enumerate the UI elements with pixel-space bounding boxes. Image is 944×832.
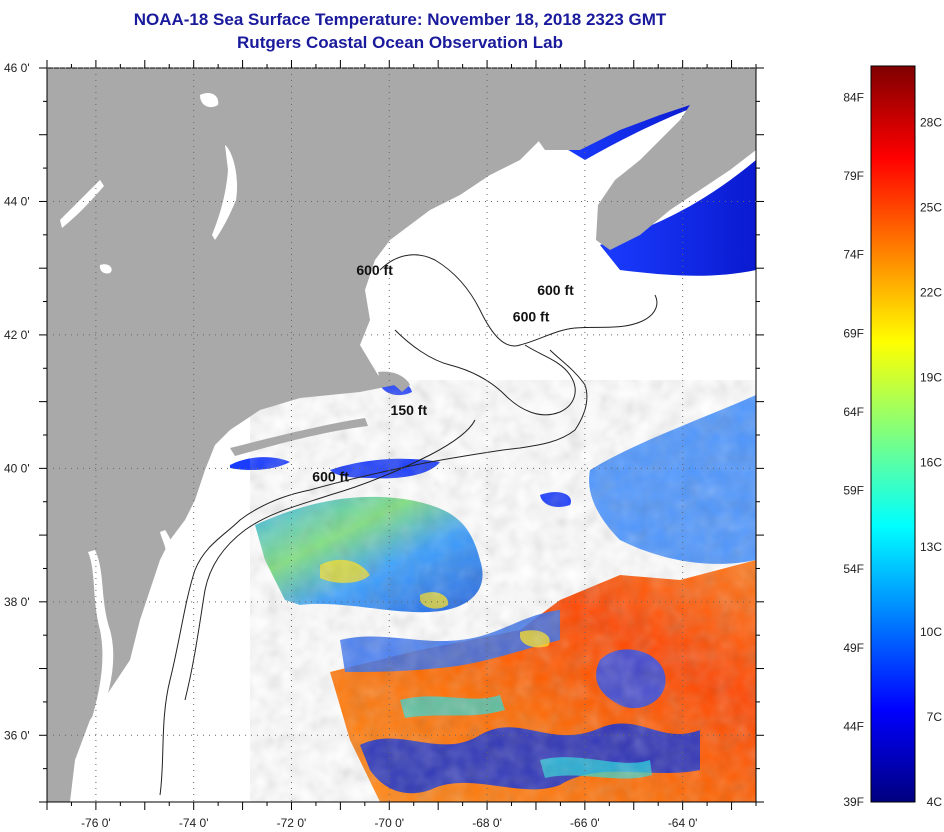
colorbar-f-label: 49F [843,641,864,655]
lat-tick-label: 44 0' [4,194,30,208]
map-subtitle: Rutgers Coastal Ocean Observation Lab [237,33,563,52]
axis-ticks: 46 0' 44 0' 42 0' 40 0' 38 0' 36 0' -76 0' -74 … [4,60,764,830]
colorbar-c-label: 28C [920,116,942,130]
colorbar-f-label: 54F [843,562,864,576]
colorbar-f-label: 64F [843,405,864,419]
contour-label: 600 ft [356,262,393,278]
lat-tick-label: 38 0' [4,595,30,609]
delaware-bay [160,530,175,565]
land-canada-maritimes [470,68,756,250]
contour-150ft [184,419,476,701]
colorbar: 84F 79F 74F 69F 64F 59F 54F 49F 44F 39F 28C 25C 22C 1… [843,65,942,809]
colorbar-f-label: 44F [843,720,864,734]
colorbar-c-label: 19C [920,370,942,384]
colorbar-c-label: 4C [927,795,943,809]
map-title: NOAA-18 Sea Surface Temperature: Novembe… [133,10,667,29]
land-cape-cod [378,371,410,392]
lon-tick-label: -68 0' [472,816,502,830]
colorbar-c-label: 10C [920,625,942,639]
colorbar-ramp [870,65,916,803]
colorbar-f-label: 59F [843,484,864,498]
lon-tick-label: -70 0' [374,816,404,830]
colorbar-c-label: 13C [920,540,942,554]
lat-tick-label: 40 0' [4,461,30,475]
land-long-island [230,418,368,456]
colorbar-c-label: 7C [927,710,943,724]
contour-600ft-shelf [159,349,588,796]
colorbar-f-label: 39F [843,795,864,809]
lon-tick-label: -66 0' [570,816,600,830]
colorbar-f-label: 69F [843,326,864,340]
lon-tick-label: -74 0' [179,816,209,830]
sst-cold-scotian [600,160,756,276]
lat-tick-label: 46 0' [4,61,30,75]
lon-tick-label: -76 0' [81,816,111,830]
colorbar-c-label: 22C [920,285,942,299]
colorbar-c-label: 16C [920,455,942,469]
contour-label: 600 ft [537,282,574,298]
colorbar-labels: 84F 79F 74F 69F 64F 59F 54F 49F 44F 39F 28C 25C 22C 1… [843,90,942,809]
lon-tick-label: -72 0' [277,816,307,830]
sst-map: 46 0' 44 0' 42 0' 40 0' 38 0' 36 0' -76 0' -74 … [4,60,764,830]
lon-tick-label: -64 0' [668,816,698,830]
chesapeake-bay [88,550,114,720]
contour-gulf-of-maine [379,254,658,416]
colorbar-f-label: 74F [843,248,864,262]
lat-tick-label: 42 0' [4,328,30,342]
sst-texture [250,380,756,802]
colorbar-f-label: 79F [843,169,864,183]
colorbar-c-label: 25C [920,201,942,215]
lat-tick-label: 36 0' [4,728,30,742]
contour-label: 600 ft [312,469,349,485]
land-us-mainland [47,68,540,802]
contour-label: 150 ft [391,402,428,418]
graticule [47,67,756,802]
colorbar-f-label: 84F [843,90,864,104]
contour-label: 600 ft [513,309,550,325]
contour-labels: 600 ft 600 ft 600 ft 150 ft 600 ft [312,262,574,485]
